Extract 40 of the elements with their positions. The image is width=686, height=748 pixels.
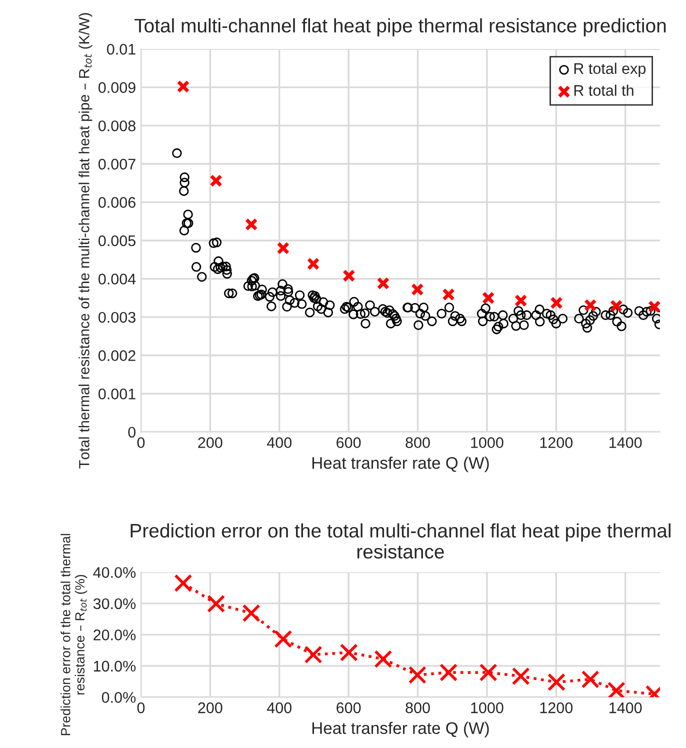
x-tick-label: 1000	[471, 702, 504, 714]
y-tick-label: 0.008	[98, 120, 136, 132]
x-tick-label: 1200	[540, 437, 573, 448]
y-tick-label: 20.0%	[94, 630, 136, 640]
y-tick-label: 0.003	[98, 312, 136, 323]
x-tick-label: 1000	[471, 437, 504, 448]
x-tick-label: 1400	[610, 702, 642, 714]
y-tick-label: 40.0%	[93, 567, 136, 578]
x-axis-title: Heat transfer rate Q (W)	[312, 722, 489, 738]
x-tick-label: 1400	[610, 437, 642, 448]
x-tick-label: 0	[137, 437, 145, 448]
x-tick-label: 200	[198, 702, 222, 714]
x-tick-label: 200	[198, 437, 222, 448]
legend-label: R total exp	[574, 62, 646, 77]
y-tick-label: 0	[128, 426, 136, 438]
y-tick-label: 0.005	[98, 235, 136, 246]
y-axis-title: Prediction error of the total thermal resistance – R$_{tot}$ (%)	[60, 534, 88, 736]
x-tick-label: 800	[406, 702, 430, 714]
y-tick-label: 0.002	[98, 350, 136, 362]
x-tick-label: 600	[336, 702, 361, 714]
chart-title: Prediction error on the total multi-channel flat heat pipe thermal resistance	[130, 523, 670, 559]
chart-title: Total multi-channel flat heat pipe thermal resistance prediction	[134, 18, 666, 36]
y-axis-title: Total thermal resistance of the multi-channel flat heat pipe – R$_{tot}$ (K/W)	[78, 13, 92, 468]
x-tick-label: 1200	[540, 702, 573, 714]
y-tick-label: 0.009	[98, 82, 136, 93]
x-tick-label: 400	[266, 437, 292, 448]
x-tick-label: 0	[137, 702, 145, 714]
x-tick-label: 400	[266, 702, 292, 714]
y-tick-label: 0.001	[98, 388, 136, 400]
y-tick-label: 0.006	[98, 197, 136, 208]
y-tick-label: 10.0%	[94, 660, 136, 672]
legend-label: R total th	[574, 84, 634, 96]
x-axis-title: Heat transfer rate Q (W)	[312, 456, 489, 472]
x-tick-label: 800	[406, 437, 430, 448]
x-tick-label: 600	[336, 437, 361, 448]
y-tick-label: 0.01	[106, 44, 136, 55]
y-tick-label: 0.0%	[102, 692, 136, 703]
y-tick-label: 30.0%	[93, 598, 136, 610]
y-tick-label: 0.004	[98, 274, 136, 284]
y-tick-label: 0.007	[98, 158, 136, 170]
